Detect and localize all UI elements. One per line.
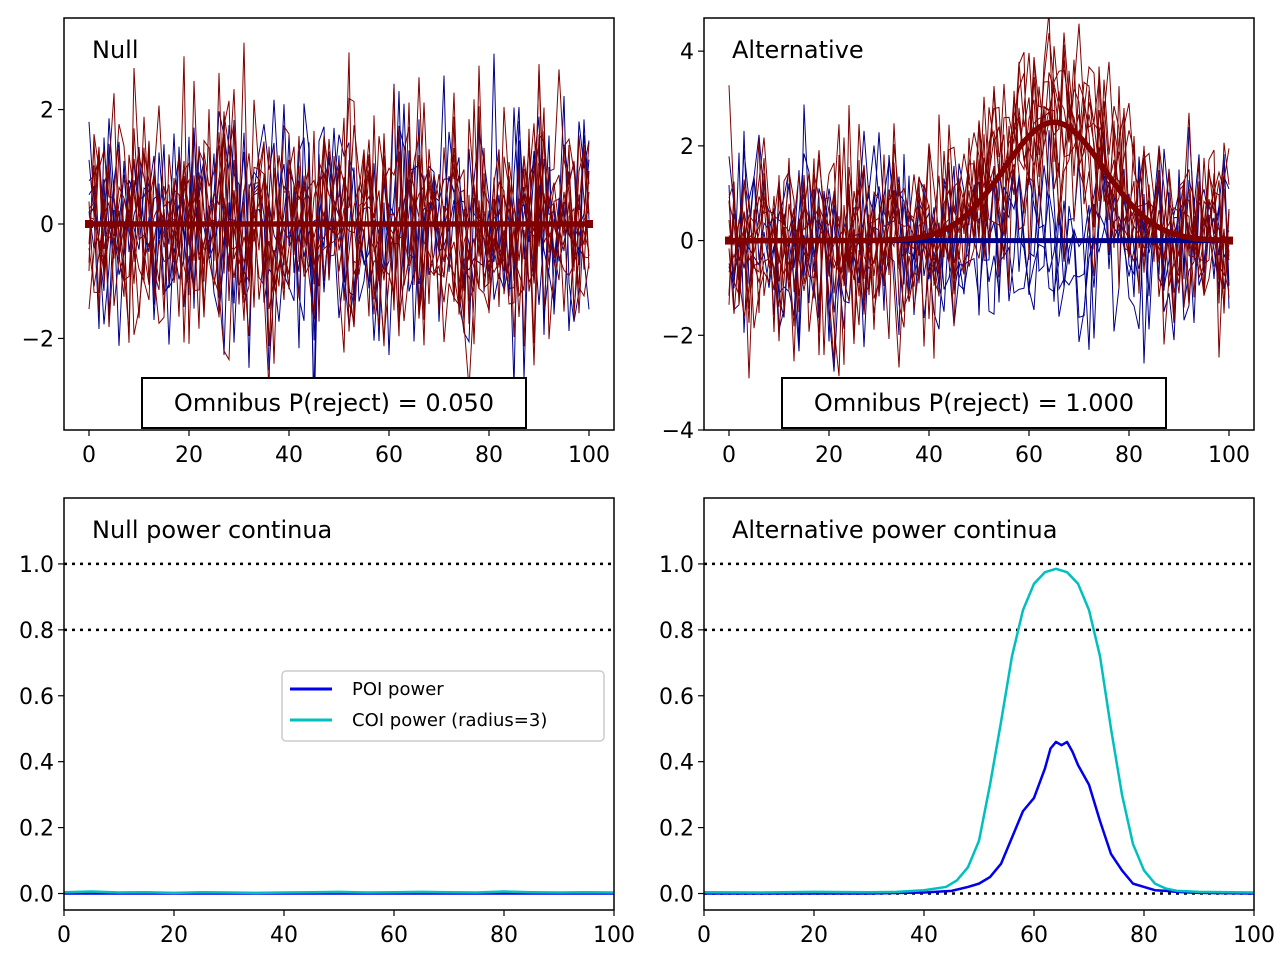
trajectory-line [88, 106, 590, 390]
legend-box [281, 670, 605, 742]
panel-3: 0 20 40 60 80 100 0.0 0.2 0.4 0.6 0.8 1.0 Null power… [19, 497, 635, 948]
y-tick-label: 0.6 [19, 685, 54, 710]
x-tick-label: 20 [160, 923, 188, 948]
mean-endpoint-marker [85, 220, 93, 228]
y-tick-label: −2 [662, 324, 694, 349]
y-tick-label: 1.0 [19, 553, 54, 578]
axes-frame [703, 17, 1255, 431]
legend-label: COI power (radius=3) [352, 710, 547, 731]
trajectory-line [88, 42, 590, 338]
x-tick-label: 0 [57, 923, 71, 948]
x-tick-label: 100 [593, 923, 635, 948]
y-tick-label: 2 [680, 135, 694, 160]
trajectory-line [728, 66, 1230, 364]
x-tick-label: 60 [380, 923, 408, 948]
annotation-box [781, 377, 1167, 429]
panel-4: 0 20 40 60 80 100 0.0 0.2 0.4 0.6 0.8 1.0 Alternativ… [659, 497, 1275, 948]
x-tick-label: 60 [1020, 923, 1048, 948]
mean-endpoint-marker [725, 236, 733, 245]
y-tick-label: 0.2 [659, 817, 694, 842]
x-tick-label: 40 [275, 443, 303, 468]
annotation-text: Omnibus P(reject) = 1.000 [814, 389, 1134, 417]
y-tick-label: 0.4 [19, 751, 54, 776]
x-tick-label: 80 [1130, 923, 1158, 948]
plot-area [704, 562, 1254, 895]
axes-frame [703, 497, 1255, 911]
trajectory-line [88, 80, 590, 345]
y-tick-label: 0 [680, 230, 694, 255]
y-tick-label: 0.6 [659, 685, 694, 710]
panel-title: Alternative [732, 36, 864, 64]
y-tick-label: −2 [22, 327, 54, 352]
x-tick-label: 80 [475, 443, 503, 468]
plot-area [725, 18, 1233, 379]
panel-title: Null power continua [92, 516, 332, 544]
trajectory-line [88, 116, 590, 347]
x-tick-label: 40 [915, 443, 943, 468]
mean-endpoint-marker [585, 220, 593, 228]
power-series-line [704, 740, 1254, 895]
y-tick-label: 1.0 [659, 553, 694, 578]
x-tick-label: 100 [568, 443, 610, 468]
annotation-text: Omnibus P(reject) = 0.050 [174, 389, 494, 417]
y-tick-label: 0.0 [659, 883, 694, 908]
y-tick-label: 0.4 [659, 751, 694, 776]
x-tick-label: 80 [1115, 443, 1143, 468]
x-tick-label: 100 [1233, 923, 1275, 948]
x-tick-label: 0 [82, 443, 96, 468]
x-tick-label: 60 [375, 443, 403, 468]
legend-label: POI power [352, 679, 444, 700]
axes-frame [63, 497, 615, 911]
x-tick-label: 0 [722, 443, 736, 468]
plot-area [85, 42, 593, 425]
y-tick-label: 0 [40, 213, 54, 238]
plot-area [64, 562, 614, 895]
trajectory-line [88, 91, 590, 371]
x-tick-label: 20 [800, 923, 828, 948]
y-tick-label: 0.8 [659, 619, 694, 644]
power-series-line [704, 567, 1254, 894]
y-tick-label: 2 [40, 99, 54, 124]
x-tick-label: 20 [175, 443, 203, 468]
panel-title: Alternative power continua [732, 516, 1057, 544]
annotation-box [141, 377, 527, 429]
red-mean-line [729, 119, 1230, 244]
panel-1: 0 20 40 60 80 100 −2 0 2 Null Omnibus P(reject) = … [22, 17, 615, 468]
x-tick-label: 80 [490, 923, 518, 948]
x-tick-label: 40 [910, 923, 938, 948]
y-tick-label: 0.8 [19, 619, 54, 644]
x-tick-label: 0 [697, 923, 711, 948]
x-tick-label: 100 [1208, 443, 1250, 468]
y-tick-label: 4 [680, 40, 694, 65]
trajectory-line [728, 32, 1230, 365]
panel-2: 0 20 40 60 80 100 −4 −2 0 2 4 Alternative Omnibus P(… [662, 17, 1255, 468]
y-tick-label: 0.0 [19, 883, 54, 908]
x-tick-label: 60 [1015, 443, 1043, 468]
trajectory-line [728, 23, 1230, 341]
mean-endpoint-marker [1225, 236, 1233, 245]
power-series-line [64, 890, 614, 895]
y-tick-label: −4 [662, 419, 694, 444]
panel-title: Null [92, 36, 139, 64]
trajectory-line [88, 72, 590, 344]
x-tick-label: 40 [270, 923, 298, 948]
y-tick-label: 0.2 [19, 817, 54, 842]
x-tick-label: 20 [815, 443, 843, 468]
